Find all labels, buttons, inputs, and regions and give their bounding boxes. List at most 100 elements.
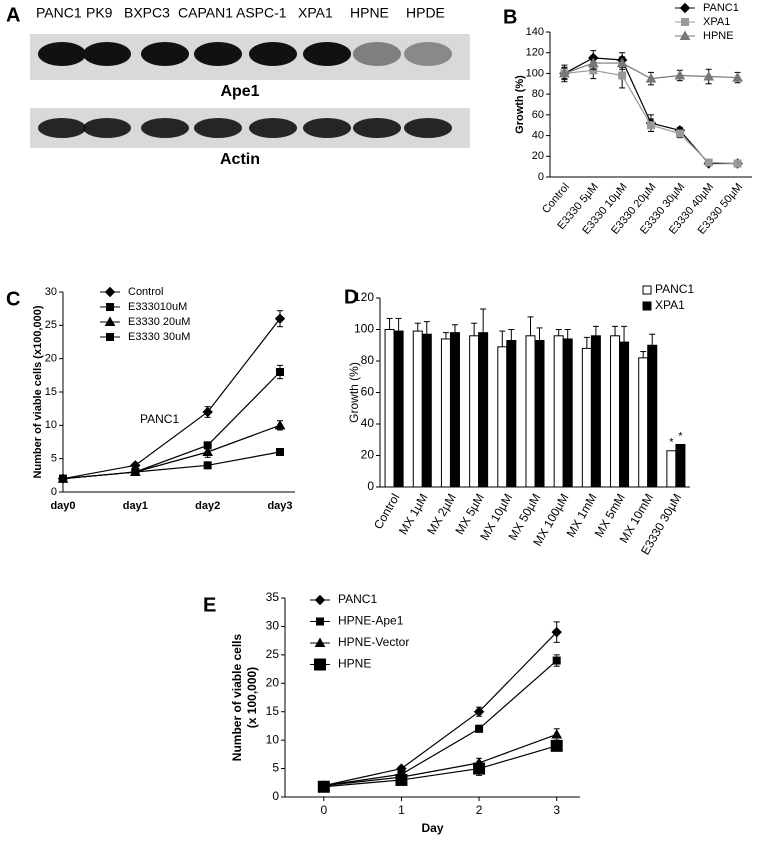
legend-label: PANC1 <box>655 282 694 296</box>
bar <box>590 335 601 488</box>
legend-swatch <box>642 285 652 295</box>
marker <box>559 67 570 78</box>
lane-label: XPA1 <box>298 5 333 21</box>
marker <box>203 461 212 470</box>
error-bar <box>471 322 478 336</box>
marker <box>395 773 408 786</box>
marker <box>647 121 655 130</box>
y-tick-label: 15 <box>45 386 57 398</box>
y-tick-label: 140 <box>526 26 544 38</box>
bar <box>581 347 592 488</box>
error-bar <box>536 327 543 341</box>
y-tick-label: 20 <box>266 675 280 689</box>
lane-label: PANC1 <box>36 5 82 21</box>
bar <box>675 443 686 488</box>
panel-label: B <box>503 6 517 28</box>
band <box>38 118 86 138</box>
band <box>194 118 242 138</box>
bar <box>647 344 658 488</box>
y-tick-label: 10 <box>45 419 57 431</box>
marker <box>733 159 742 168</box>
marker <box>276 448 284 456</box>
marker <box>104 286 116 298</box>
marker <box>551 728 563 739</box>
lane-label: HPNE <box>350 5 389 21</box>
series-line <box>62 318 281 480</box>
marker <box>645 73 657 83</box>
bar <box>421 333 432 488</box>
y-tick-label: 35 <box>266 590 280 604</box>
band <box>404 118 452 138</box>
y-tick-label: 120 <box>354 290 374 304</box>
y-tick-label: 25 <box>45 319 57 331</box>
band-label: Actin <box>220 151 260 168</box>
series-line <box>62 451 281 480</box>
x-tick-label: 1 <box>398 803 405 817</box>
y-tick-label: 80 <box>532 88 544 100</box>
marker <box>675 129 684 138</box>
bar <box>469 335 480 488</box>
band <box>249 118 297 138</box>
y-axis-label: Number of viable cells (x100,000) <box>32 305 44 478</box>
y-tick-label: 40 <box>532 129 544 141</box>
bar <box>534 340 545 488</box>
band <box>404 42 452 66</box>
error-bar <box>592 325 599 336</box>
y-tick-label: 0 <box>272 789 279 803</box>
y-tick-label: 30 <box>45 286 57 298</box>
lane-label: PK9 <box>86 5 113 21</box>
bar <box>610 335 621 488</box>
error-bar <box>649 333 656 346</box>
x-tick-label: day1 <box>123 500 148 512</box>
y-tick-label: 20 <box>532 150 544 162</box>
marker <box>104 316 116 326</box>
band <box>303 118 351 138</box>
series-line <box>323 660 558 787</box>
marker <box>314 594 326 606</box>
annotation: PANC1 <box>140 412 179 426</box>
marker <box>59 474 67 483</box>
band <box>303 42 351 66</box>
panel-label: A <box>6 4 20 26</box>
error-bar <box>527 316 534 336</box>
marker <box>131 468 140 476</box>
y-tick-label: 80 <box>361 353 375 367</box>
y-tick-label: 5 <box>272 761 279 775</box>
error-bar <box>612 325 619 336</box>
error-bar <box>480 308 487 333</box>
marker <box>674 69 686 80</box>
marker <box>202 406 213 418</box>
legend-label: HPNE-Ape1 <box>338 614 404 628</box>
error-bar <box>386 317 393 330</box>
bar <box>666 450 677 488</box>
error-bar <box>640 351 647 358</box>
marker <box>732 72 743 82</box>
error-bar <box>451 324 458 333</box>
legend-label: XPA1 <box>655 298 685 312</box>
legend-label: Control <box>128 286 163 298</box>
band-label: Ape1 <box>220 83 259 100</box>
x-tick-label: 0 <box>320 803 327 817</box>
legend-label: XPA1 <box>703 16 730 28</box>
error-bar <box>621 325 628 343</box>
bar <box>619 341 630 488</box>
band <box>38 42 86 66</box>
marker <box>618 71 627 80</box>
legend-label: E3330 30uM <box>128 331 190 343</box>
legend-label: HPNE <box>703 30 734 42</box>
y-axis-label: Number of viable cells <box>230 633 244 761</box>
error-bar <box>395 317 402 332</box>
series-line <box>62 424 281 480</box>
bar <box>525 335 536 488</box>
legend-label: E333010uM <box>128 301 187 313</box>
bar <box>393 330 404 488</box>
x-axis-label: Day <box>421 821 443 835</box>
y-tick-label: 0 <box>51 486 57 498</box>
legend-label: HPNE <box>338 657 371 671</box>
bar <box>638 357 649 488</box>
marker <box>475 724 484 733</box>
band <box>83 118 131 138</box>
y-tick-label: 20 <box>45 353 57 365</box>
marker <box>274 419 286 430</box>
